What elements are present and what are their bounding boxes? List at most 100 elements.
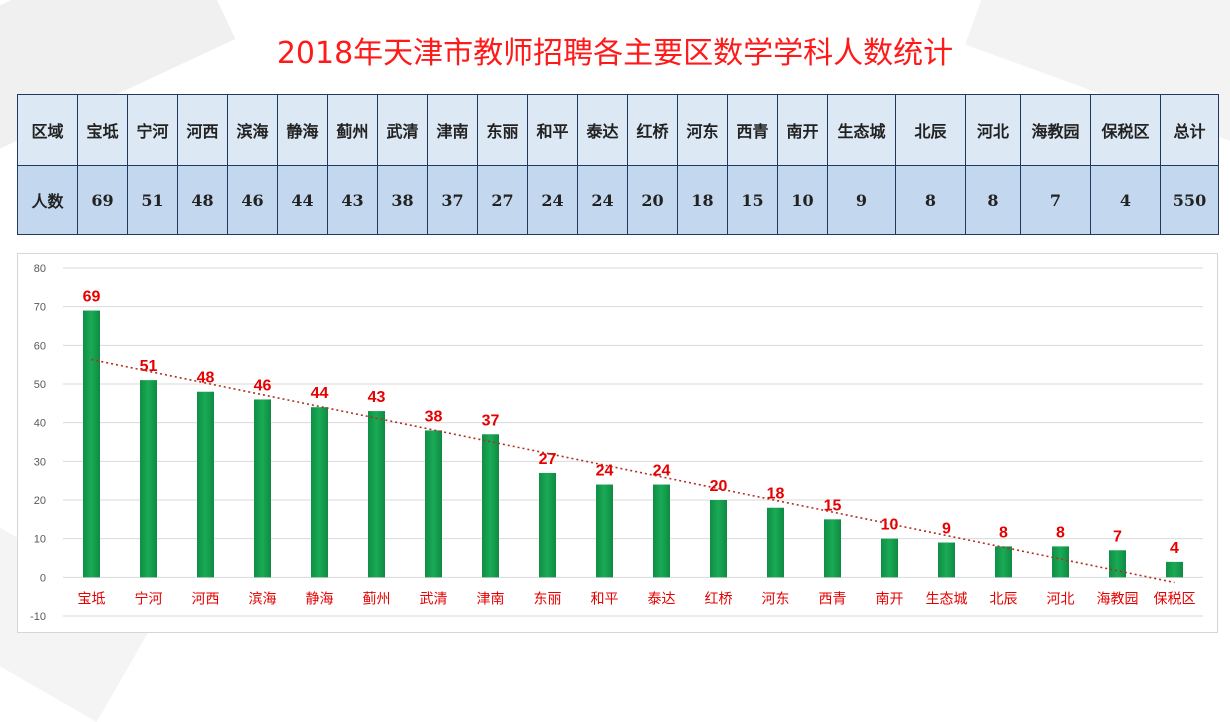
y-tick-label: 0 bbox=[40, 572, 46, 584]
table-cell-count: 8 bbox=[895, 165, 966, 235]
data-label: 51 bbox=[140, 358, 158, 375]
x-tick-label: 泰达 bbox=[648, 591, 676, 607]
bar bbox=[311, 407, 328, 578]
table-cell-district: 河北 bbox=[965, 94, 1021, 166]
table-cell-count: 48 bbox=[177, 165, 228, 235]
table-cell-district: 东丽 bbox=[477, 94, 528, 166]
x-tick-label: 北辰 bbox=[990, 591, 1018, 607]
data-label: 7 bbox=[1113, 528, 1122, 545]
data-label: 9 bbox=[942, 521, 951, 538]
y-tick-label: 50 bbox=[34, 379, 46, 391]
y-tick-label: 80 bbox=[34, 263, 46, 275]
bar-chart: -100102030405060708069宝坻51宁河48河西46滨海44静海… bbox=[30, 263, 1203, 623]
x-tick-label: 河西 bbox=[192, 591, 220, 607]
bar bbox=[425, 430, 442, 578]
x-tick-label: 宝坻 bbox=[78, 591, 106, 607]
table-cell-count: 20 bbox=[627, 165, 678, 235]
x-tick-label: 蓟州 bbox=[363, 591, 391, 607]
table-cell-count: 10 bbox=[777, 165, 828, 235]
x-tick-label: 海教园 bbox=[1097, 591, 1139, 607]
x-tick-label: 滨海 bbox=[249, 591, 277, 607]
table-header-row: 区域 宝坻 宁河 河西 滨海 静海 蓟州 武清 津南 东丽 和平 泰达 红桥 河东 西青 南开 生态城 北辰 河北… bbox=[17, 94, 1219, 166]
bar bbox=[995, 546, 1012, 578]
trendline bbox=[91, 358, 1175, 584]
table-cell-count: 4 bbox=[1090, 165, 1161, 235]
bar bbox=[539, 472, 556, 578]
table-cell-count: 38 bbox=[377, 165, 428, 235]
data-label: 8 bbox=[999, 524, 1008, 541]
table-cell-district: 河西 bbox=[177, 94, 228, 166]
table-cell-district: 滨海 bbox=[227, 94, 278, 166]
table-cell-district: 西青 bbox=[727, 94, 778, 166]
table-cell-count: 7 bbox=[1020, 165, 1091, 235]
data-label: 48 bbox=[197, 370, 215, 387]
y-tick-label: 70 bbox=[34, 302, 46, 314]
x-tick-label: 静海 bbox=[306, 591, 334, 607]
table-value-row: 人数 69 51 48 46 44 43 38 37 27 24 24 20 18 15 10 9 8 8 7 4 55… bbox=[17, 165, 1219, 235]
row-header-count: 人数 bbox=[17, 165, 78, 235]
y-tick-label: 60 bbox=[34, 340, 46, 352]
table-cell-count: 15 bbox=[727, 165, 778, 235]
bar bbox=[710, 500, 727, 578]
y-tick-label: 40 bbox=[34, 418, 46, 430]
table-cell-district: 蓟州 bbox=[327, 94, 378, 166]
data-label: 46 bbox=[254, 377, 272, 394]
y-tick-label: 10 bbox=[34, 534, 46, 546]
table-cell-district: 宁河 bbox=[127, 94, 178, 166]
table-cell-total-label: 总计 bbox=[1160, 94, 1219, 166]
bar bbox=[653, 484, 670, 578]
bar bbox=[767, 507, 784, 578]
data-label: 44 bbox=[311, 385, 329, 402]
data-label: 27 bbox=[539, 451, 557, 468]
table-cell-count: 46 bbox=[227, 165, 278, 235]
table-cell-count: 69 bbox=[77, 165, 128, 235]
table-cell-total-value: 550 bbox=[1160, 165, 1219, 235]
table-cell-count: 37 bbox=[427, 165, 478, 235]
x-tick-label: 河东 bbox=[762, 591, 790, 607]
bar bbox=[596, 484, 613, 578]
bar bbox=[881, 538, 898, 578]
table-cell-count: 51 bbox=[127, 165, 178, 235]
x-tick-label: 宁河 bbox=[135, 590, 163, 607]
table-cell-district: 和平 bbox=[527, 94, 578, 166]
bar bbox=[824, 519, 841, 578]
table-cell-count: 43 bbox=[327, 165, 378, 235]
table-cell-count: 9 bbox=[827, 165, 896, 235]
stats-table: 区域 宝坻 宁河 河西 滨海 静海 蓟州 武清 津南 东丽 和平 泰达 红桥 河东 西青 南开 生态城 北辰 河北… bbox=[17, 94, 1219, 235]
page-title: 2018年天津市教师招聘各主要区数学学科人数统计 bbox=[276, 36, 954, 71]
y-tick-label: 20 bbox=[34, 495, 46, 507]
table-cell-district: 泰达 bbox=[577, 94, 628, 166]
bar bbox=[83, 310, 100, 578]
data-label: 8 bbox=[1056, 524, 1065, 541]
table-cell-district: 南开 bbox=[777, 94, 828, 166]
x-tick-label: 保税区 bbox=[1154, 591, 1196, 607]
x-tick-label: 河北 bbox=[1047, 591, 1075, 607]
x-tick-label: 生态城 bbox=[926, 591, 968, 607]
data-label: 24 bbox=[653, 463, 671, 480]
table-cell-count: 18 bbox=[677, 165, 728, 235]
data-label: 24 bbox=[596, 463, 614, 480]
table-cell-district: 津南 bbox=[427, 94, 478, 166]
x-tick-label: 南开 bbox=[876, 591, 904, 607]
x-tick-label: 武清 bbox=[420, 591, 448, 607]
table-cell-district: 保税区 bbox=[1090, 94, 1161, 166]
table-cell-district: 生态城 bbox=[827, 94, 896, 166]
y-tick-label: -10 bbox=[30, 611, 46, 623]
table-cell-count: 8 bbox=[965, 165, 1021, 235]
table-cell-count: 24 bbox=[577, 165, 628, 235]
x-tick-label: 西青 bbox=[819, 591, 847, 607]
data-label: 20 bbox=[710, 478, 728, 495]
bar bbox=[368, 411, 385, 578]
table-cell-district: 北辰 bbox=[895, 94, 966, 166]
table-cell-district: 红桥 bbox=[627, 94, 678, 166]
table-cell-district: 海教园 bbox=[1020, 94, 1091, 166]
bar bbox=[1166, 561, 1183, 578]
data-label: 10 bbox=[881, 517, 899, 534]
data-label: 15 bbox=[824, 497, 842, 514]
y-tick-label: 30 bbox=[34, 456, 46, 468]
bar bbox=[197, 391, 214, 578]
table-cell-count: 24 bbox=[527, 165, 578, 235]
table-cell-count: 44 bbox=[277, 165, 328, 235]
x-tick-label: 东丽 bbox=[534, 591, 562, 607]
row-header-region: 区域 bbox=[17, 94, 78, 166]
